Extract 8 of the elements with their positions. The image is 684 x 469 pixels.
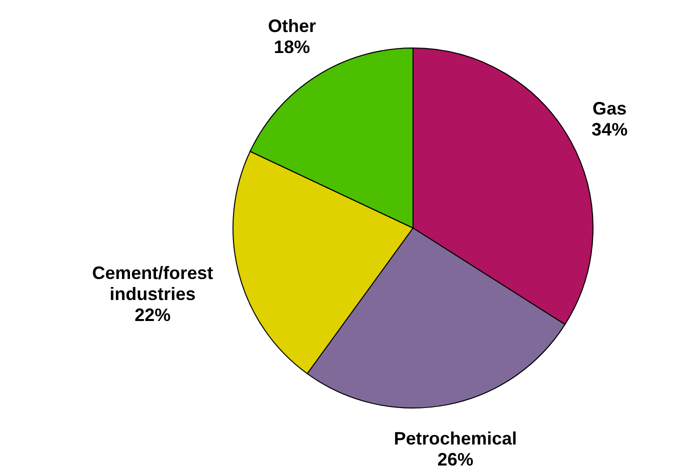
data-label: 26%: [437, 450, 474, 469]
slice-label: Cement/forest industries: [92, 262, 214, 304]
data-label: 22%: [134, 304, 171, 325]
data-label: 18%: [274, 36, 310, 57]
slice-label: Other: [268, 16, 316, 36]
data-label: 34%: [592, 119, 628, 140]
slice-label: Petrochemical: [394, 428, 517, 449]
slice-label: Gas: [592, 98, 627, 118]
